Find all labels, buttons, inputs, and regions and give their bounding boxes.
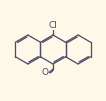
Text: Cl: Cl	[49, 21, 57, 30]
Text: O: O	[41, 68, 48, 77]
